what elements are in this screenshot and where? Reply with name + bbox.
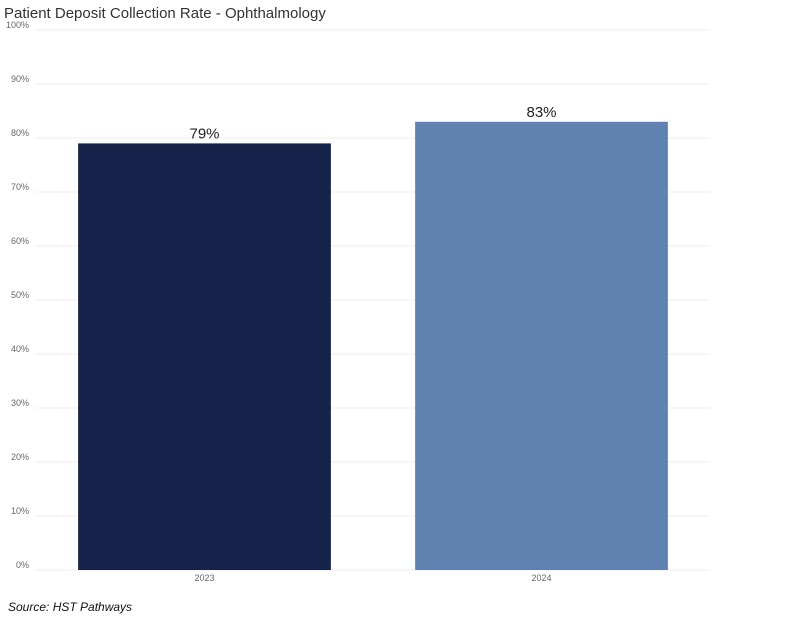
source-note: Source: HST Pathways <box>8 600 133 614</box>
chart-title: Patient Deposit Collection Rate - Ophtha… <box>4 5 326 22</box>
data-label-2023: 79% <box>189 125 219 142</box>
y-tick-label: 20% <box>11 452 29 462</box>
data-labels: 79% 83% <box>189 104 556 143</box>
bar-2023 <box>78 143 331 570</box>
bars <box>78 121 668 571</box>
y-tick-label: 60% <box>11 236 29 246</box>
x-axis-ticks: 2023 2024 <box>194 573 551 583</box>
x-tick-label-2024: 2024 <box>531 573 551 583</box>
y-tick-label: 70% <box>11 182 29 192</box>
y-tick-label: 50% <box>11 290 29 300</box>
y-tick-label: 100% <box>6 20 29 30</box>
y-tick-label: 90% <box>11 74 29 84</box>
y-tick-label: 80% <box>11 128 29 138</box>
y-tick-label: 30% <box>11 398 29 408</box>
y-axis-ticks: 0% 10% 20% 30% 40% 50% 60% 70% 80% 90% 100% <box>6 20 29 570</box>
y-tick-label: 0% <box>16 560 29 570</box>
y-tick-label: 40% <box>11 344 29 354</box>
data-label-2024: 83% <box>526 104 556 121</box>
bar-2024 <box>415 121 668 571</box>
y-tick-label: 10% <box>11 506 29 516</box>
x-tick-label-2023: 2023 <box>194 573 214 583</box>
